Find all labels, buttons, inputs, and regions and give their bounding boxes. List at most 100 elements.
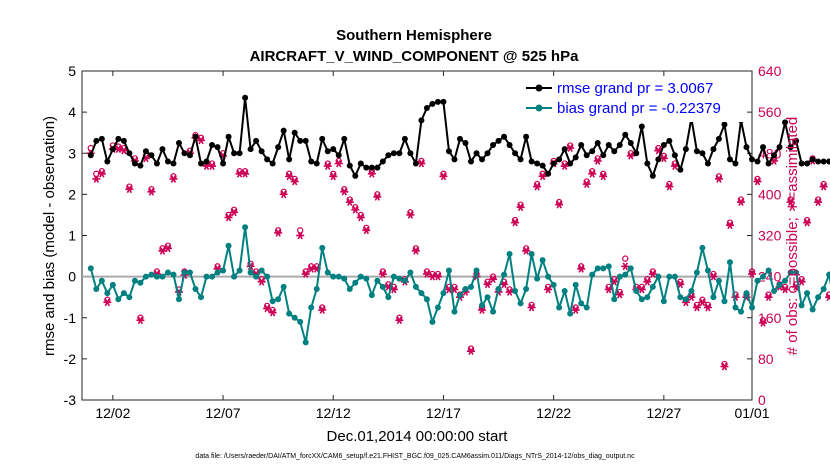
asterisk-stroke [380,270,386,278]
bias-point [242,224,249,231]
bias-point [506,251,513,258]
asterisk-stroke [782,285,788,294]
bias-point [501,271,508,278]
bias-point [258,267,265,274]
bias-point [638,296,645,303]
rmse-point [545,170,552,177]
rmse-point [247,146,254,153]
obs-assimilated-point [356,213,365,222]
obs-assimilated-point [516,203,525,212]
rmse-point [782,119,789,126]
rmse-point [490,142,497,149]
asterisk-stroke [798,277,805,286]
rmse-point [771,152,778,159]
bias-point [418,290,425,297]
obs-assimilated-point [819,182,828,191]
bias-point [247,269,254,276]
rmse-point [330,146,337,153]
rmse-point [605,142,612,149]
asterisk-stroke [435,272,441,281]
x-tick-label: 12/02 [95,405,130,421]
asterisk-stroke [209,162,215,170]
asterisk-stroke [352,205,358,214]
rmse-point [627,139,634,146]
bias-point [737,308,744,315]
bias-point [699,244,706,251]
bias-point [793,269,800,276]
left-axis-label: rmse and bias (model - observation) [41,116,58,356]
bias-point [528,251,535,258]
obs-assimilated-point [544,285,553,294]
bias-point [462,285,469,292]
rmse-point [137,162,144,169]
asterisk-stroke [242,169,248,178]
asterisk-stroke [369,169,375,178]
rmse-point [517,156,524,163]
y-right-tick-label: 400 [758,186,782,202]
bias-point [545,273,552,280]
rmse-point [269,160,276,167]
asterisk-stroke [451,285,458,294]
bias-point [826,271,830,278]
asterisk-stroke [572,306,579,314]
y-tick-label: -3 [64,392,77,408]
bias-point [495,285,502,292]
asterisk-stroke [771,157,777,165]
obs-assimilated-point [163,244,172,253]
legend-rmse-marker [535,84,543,92]
asterisk-stroke [165,244,171,253]
asterisk-stroke [595,157,601,165]
rmse-point [462,139,469,146]
bias-point [677,294,684,301]
rmse-point [335,152,342,159]
obs-assimilated-point [257,277,266,286]
obs-assimilated-point [279,190,288,199]
bias-point [275,296,282,303]
obs-assimilated-point [615,290,624,299]
y-tick-label: 3 [68,145,76,161]
asterisk-stroke [236,169,243,178]
x-tick-label: 01/01 [734,405,769,421]
bias-point [236,267,243,274]
asterisk-stroke [314,265,320,273]
bias-point [203,273,210,280]
rmse-point [390,150,397,157]
bias-point [280,283,287,290]
obs-assimilated-point [395,316,404,325]
y-right-tick-label: 560 [758,104,782,120]
asterisk-stroke [738,198,744,206]
obs-assimilated-point [169,175,178,183]
rmse-point [357,160,364,167]
bias-point [192,285,199,292]
bias-point [804,290,811,297]
rmse-point [159,146,166,153]
bias-point [423,296,430,303]
bias-point [776,281,783,288]
bias-point [368,292,375,299]
obs-assimilated-point [659,154,668,163]
rmse-line [89,96,830,177]
rmse-point [148,152,155,159]
rmse-point [308,158,315,165]
rmse-point [666,137,673,144]
bias-point [253,273,260,280]
asterisk-stroke [534,182,540,191]
bias-point [148,271,155,278]
asterisk-stroke [672,162,678,170]
rmse-point [633,150,640,157]
obs-possible-point [296,227,304,234]
asterisk-stroke [567,144,573,152]
rmse-point [275,144,282,151]
rmse-point [804,160,811,167]
obs-assimilated-point [665,182,674,191]
rmse-point [87,152,94,159]
asterisk-stroke [606,285,612,294]
bias-point [622,271,629,278]
asterisk-stroke [143,154,149,163]
asterisk-stroke [115,145,122,154]
bias-point [198,294,205,301]
rmse-point [715,135,722,142]
bias-point [390,273,397,280]
asterisk-stroke [666,182,673,191]
bias-point [561,288,568,295]
